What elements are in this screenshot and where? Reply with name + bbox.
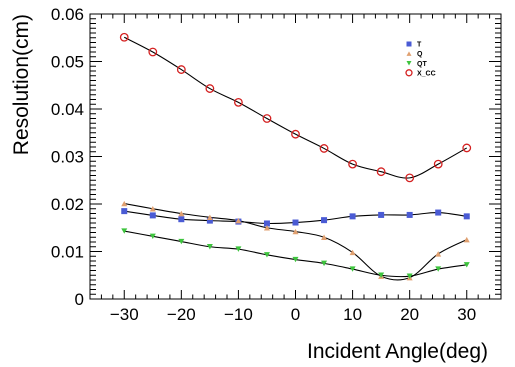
data-point-q [463, 236, 470, 243]
y-tick-label: 0.01 [51, 243, 84, 262]
data-point-x-cc [291, 129, 300, 139]
data-point-qt [292, 256, 299, 263]
data-point-qt [463, 262, 470, 268]
axis-tick-labels: −30 −20 −10 0 10 20 30 0 0.01 0.02 0.03 0.04 0.05 0.0… [51, 5, 476, 324]
data-point-q [149, 206, 156, 212]
legend-label: T [417, 42, 422, 49]
y-axis-label: Resolution(cm) [10, 14, 33, 155]
data-point-qt [178, 238, 185, 245]
data-point-qt [349, 266, 356, 272]
data-point-t [121, 208, 128, 215]
legend-marker-t [406, 41, 412, 47]
x-tick-label: 30 [457, 305, 476, 324]
data-point-x-cc [433, 159, 443, 169]
data-point-t [378, 211, 385, 218]
data-point-qt [235, 246, 242, 252]
y-tick-label: 0.05 [51, 53, 84, 72]
y-tick-label: 0.02 [51, 195, 84, 214]
data-point-q [292, 228, 299, 235]
data-point-q [349, 249, 356, 256]
data-point-x-cc [148, 47, 158, 57]
data-point-q [178, 210, 185, 217]
data-point-t [206, 217, 213, 224]
y-tick-label: 0.03 [51, 148, 84, 167]
axis-ticks [89, 13, 502, 300]
legend-label: QT [417, 61, 427, 68]
y-tick-label: 0 [75, 290, 84, 309]
data-point-qt [263, 252, 270, 258]
data-point-t [435, 209, 442, 216]
data-point-x-cc [234, 97, 243, 107]
data-point-t [178, 216, 185, 223]
data-point-qt [378, 272, 385, 278]
data-point-qt [206, 244, 213, 250]
y-tick-label: 0.06 [51, 5, 84, 24]
x-tick-label: −10 [224, 305, 253, 324]
y-tick-label: 0.04 [51, 100, 84, 119]
data-point-qt [121, 228, 128, 234]
legend: TQ QT X_CC [405, 41, 436, 77]
x-tick-label: 0 [291, 305, 300, 324]
data-markers [119, 32, 472, 281]
data-point-x-cc [348, 159, 357, 169]
data-point-q [321, 234, 328, 240]
data-point-t [149, 212, 156, 219]
fit-curve-x-cc [123, 36, 468, 179]
data-point-q [206, 214, 213, 220]
data-point-t [263, 220, 270, 227]
data-point-t [321, 217, 328, 224]
data-point-x-cc [119, 32, 129, 42]
x-tick-label: −20 [167, 305, 196, 324]
data-point-qt [435, 266, 442, 272]
x-tick-label: 20 [400, 305, 419, 324]
data-point-q [235, 217, 242, 224]
legend-label: Q [417, 51, 423, 58]
data-point-qt [321, 260, 328, 267]
data-point-t [349, 213, 356, 220]
data-point-x-cc [176, 65, 186, 74]
legend-marker-q [406, 51, 412, 56]
data-point-t [463, 213, 470, 220]
data-point-x-cc [376, 167, 386, 177]
x-axis-label: Incident Angle(deg) [307, 340, 488, 363]
legend-label: X_CC [417, 70, 436, 77]
data-point-x-cc [462, 143, 472, 153]
data-point-q [263, 225, 270, 231]
data-point-t [406, 211, 413, 218]
data-point-x-cc [262, 114, 272, 123]
data-point-qt [406, 273, 413, 279]
data-point-x-cc [405, 173, 415, 183]
x-tick-label: −30 [110, 305, 139, 324]
data-point-qt [149, 233, 156, 239]
x-tick-label: 10 [343, 305, 362, 324]
data-point-q [121, 200, 128, 207]
data-point-x-cc [205, 84, 215, 93]
data-point-q [435, 251, 442, 257]
data-point-x-cc [319, 144, 329, 153]
data-point-t [292, 219, 299, 226]
legend-marker-x-cc [405, 69, 413, 77]
legend-marker-qt [406, 60, 412, 66]
